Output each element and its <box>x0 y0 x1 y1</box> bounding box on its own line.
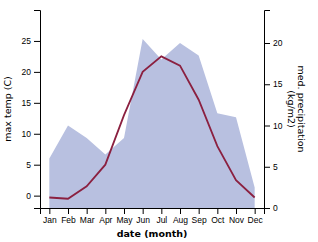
tick: Jul <box>156 208 167 225</box>
tick: Oct <box>211 208 225 225</box>
marks <box>49 39 254 208</box>
tick-mark <box>68 208 69 214</box>
tick: 0 <box>26 191 40 201</box>
tick-mark <box>264 167 270 168</box>
tick-mark <box>255 208 256 214</box>
tick-mark <box>217 208 218 214</box>
tick: Sep <box>192 208 207 225</box>
tick-label: Mar <box>80 215 95 225</box>
y2-axis-line <box>265 11 271 209</box>
tick-label: 15 <box>22 98 32 108</box>
tick-mark <box>199 208 200 214</box>
tick-label: Jul <box>156 215 167 225</box>
tick-mark <box>105 208 106 214</box>
tick-mark <box>49 208 50 214</box>
tick-mark <box>236 208 237 214</box>
tick: 0 <box>264 203 278 213</box>
tick: 15 <box>264 79 283 89</box>
tick-label: Jun <box>136 215 150 225</box>
tick-mark <box>264 84 270 85</box>
tick-label: 0 <box>26 191 31 201</box>
tick-label: Sep <box>192 215 207 225</box>
y-axis-line <box>34 11 41 209</box>
tick-label: Feb <box>61 215 76 225</box>
tick: Feb <box>61 208 76 225</box>
tick-mark <box>34 165 40 166</box>
tick-label: 20 <box>22 67 32 77</box>
y-axis: 0 5 10 15 20 25 <box>22 11 41 209</box>
tick: 25 <box>22 36 40 46</box>
tick-mark <box>161 208 162 214</box>
tick-label: 0 <box>273 203 278 213</box>
chart: Jan Feb Mar Apr MayJun Jul Aug Sep Oct NovDec 0 5 10… <box>0 0 318 242</box>
tick-mark <box>87 208 88 214</box>
tick: 5 <box>26 160 40 170</box>
tick: Dec <box>248 208 264 225</box>
y2-axis: 0 5 10 15 20 <box>264 11 283 214</box>
precip-area <box>49 39 254 208</box>
tick-label: Oct <box>211 215 225 225</box>
tick: 20 <box>264 38 283 48</box>
tick: Jun <box>136 208 150 225</box>
tick: Aug <box>173 208 188 225</box>
tick-mark <box>34 41 40 42</box>
tick-label: Apr <box>99 215 112 225</box>
tick: May <box>116 208 133 225</box>
tick-label: May <box>116 215 133 225</box>
tick-label: 5 <box>273 162 278 172</box>
tick-label: 15 <box>273 79 283 89</box>
plot: Jan Feb Mar Apr MayJun Jul Aug Sep Oct NovDec 0 5 10… <box>22 11 283 226</box>
tick-mark <box>264 126 270 127</box>
tick: Mar <box>80 208 95 225</box>
tick-mark <box>264 208 270 209</box>
tick: 10 <box>22 129 40 139</box>
tick-mark <box>34 134 40 135</box>
tick-label: Aug <box>173 215 188 225</box>
tick: 20 <box>22 67 40 77</box>
tick-label: Dec <box>248 215 264 225</box>
tick-mark <box>34 196 40 197</box>
tick-mark <box>34 103 40 104</box>
tick-label: 5 <box>26 160 31 170</box>
tick-mark <box>124 208 125 214</box>
tick-mark <box>34 72 40 73</box>
temp-line <box>49 56 254 198</box>
y-axis-title: max temp (C) <box>2 76 13 142</box>
tick-label: Jan <box>43 215 57 225</box>
tick-label: 25 <box>22 36 32 46</box>
tick: Nov <box>229 208 245 225</box>
tick-label: 10 <box>273 121 283 131</box>
tick-label: 10 <box>22 129 32 139</box>
tick: Jan <box>43 208 57 225</box>
tick-mark <box>264 43 270 44</box>
tick: 5 <box>264 162 278 172</box>
tick: Apr <box>99 208 112 225</box>
tick: 10 <box>264 121 283 131</box>
tick-mark <box>180 208 181 214</box>
x-axis-title: date (month) <box>117 228 188 239</box>
y2-axis-title: med. precipitation(kg/m2) <box>286 65 307 152</box>
x-axis-line <box>41 209 265 215</box>
tick-label: Nov <box>229 215 245 225</box>
tick-mark <box>143 208 144 214</box>
tick-label: 20 <box>273 38 283 48</box>
tick: 15 <box>22 98 40 108</box>
x-axis: Jan Feb Mar Apr MayJun Jul Aug Sep Oct NovDec <box>41 208 265 225</box>
